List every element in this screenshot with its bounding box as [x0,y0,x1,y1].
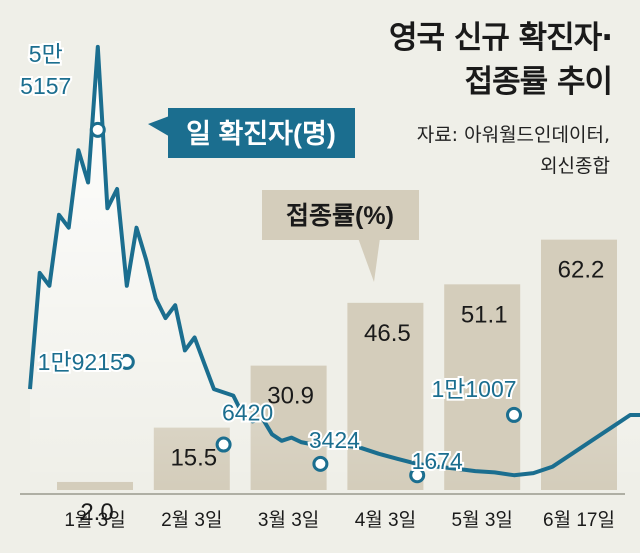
bar-value-label: 62.2 [558,257,605,284]
annotation-label: 1만1007 [431,376,516,402]
x-tick-label: 3월 3일 [258,509,319,531]
bar-value-label: 2.0 [80,499,113,526]
cases-legend-label: 일 확진자(명) [186,119,336,149]
annotation-label: 3424 [309,427,360,453]
annotation-marker [89,121,106,138]
annotation-marker [312,455,329,472]
title-line-2: 접종률 추이 [464,64,613,100]
annotation-marker [215,436,232,453]
annotation-marker [118,353,135,370]
cases-legend-pointer [148,115,172,138]
bar-value-label: 46.5 [364,320,411,347]
title-line-1: 영국 신규 확진자· [388,20,613,56]
source-line-2: 외신종합 [540,155,610,177]
chart-title: 영국 신규 확진자· 접종률 추이 [388,16,613,104]
legend: 일 확진자(명) 접종률(%) [148,108,419,282]
annotation-label: 6420 [222,400,273,426]
vax-legend-pointer [358,238,380,282]
annotation-label: 5만 [29,41,63,67]
annotation-marker [506,406,522,423]
x-tick-label: 5월 3일 [452,509,513,531]
vax-legend-label: 접종률(%) [286,202,394,230]
x-tick-label: 4월 3일 [355,509,416,531]
annotation-marker [409,467,426,484]
bar-value-label: 15.5 [170,445,217,472]
cases-legend-box [168,108,355,158]
source-note: 자료: 아워월드인데이터, 외신종합 [417,120,610,182]
x-tick-label: 1월 3일 [64,509,125,531]
source-line-1: 자료: 아워월드인데이터, [416,124,610,146]
vaccination-value-labels: 2.0 15.5 30.9 46.5 51.1 62.2 [80,257,604,526]
x-tick-label: 2월 3일 [161,509,222,531]
annotation-label: 5157 [20,73,71,99]
vax-legend-box [262,190,419,240]
cases-area-fill [30,46,640,486]
bar-value-label: 51.1 [461,301,508,328]
x-tick-label: 6월 17일 [543,509,615,531]
case-annotations: 5만 5157 1만9215 6420 3424 1674 1만1007 [18,39,522,484]
bar-value-label: 30.9 [267,383,314,410]
annotation-label: 1674 [412,448,463,474]
x-axis: 1월 3일 2월 3일 3월 3일 4월 3일 5월 3일 6월 17일 [20,493,625,531]
daily-cases-line [28,44,640,478]
vaccination-bar [444,284,521,490]
annotation-label: 1만9215 [38,349,123,375]
